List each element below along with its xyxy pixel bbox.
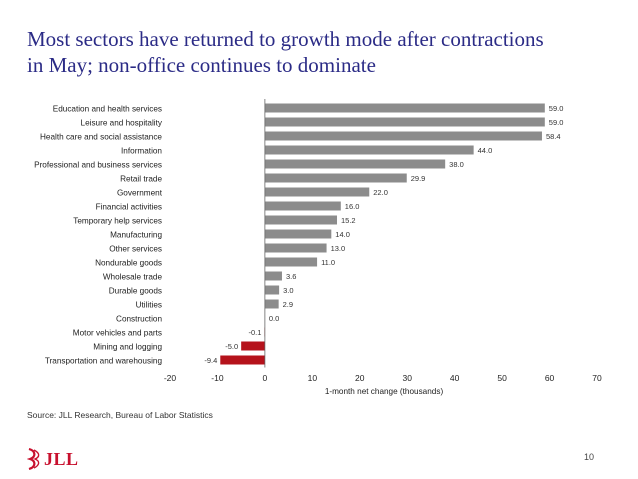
category-label: Durable goods — [109, 287, 162, 296]
bar-chart: Education and health services 59.0 Leisure… — [34, 99, 602, 396]
x-tick-label: 30 — [402, 373, 412, 383]
bar — [264, 131, 542, 141]
x-axis-title: 1-month net change (thousands) — [325, 387, 444, 396]
slide-title-line-1: Most sectors have returned to growth mod… — [27, 27, 544, 51]
value-label: 3.6 — [286, 272, 296, 281]
bar — [264, 229, 332, 239]
bar — [264, 145, 474, 155]
value-label: -5.0 — [225, 342, 238, 351]
value-label: 59.0 — [549, 118, 564, 127]
value-label: 11.0 — [321, 258, 335, 267]
bar — [264, 215, 338, 225]
category-label: Leisure and hospitality — [81, 119, 163, 128]
category-label: Mining and logging — [93, 343, 162, 352]
category-label: Transportation and warehousing — [45, 357, 163, 366]
category-label: Retail trade — [120, 175, 162, 184]
jll-logo-icon — [27, 448, 40, 470]
value-label: 14.0 — [335, 230, 350, 239]
bar — [264, 271, 282, 281]
bar — [264, 257, 318, 267]
x-tick-label: 50 — [497, 373, 507, 383]
bar — [264, 285, 280, 295]
value-label: -0.1 — [248, 328, 261, 337]
value-label: 29.9 — [411, 174, 426, 183]
value-label: 38.0 — [449, 160, 464, 169]
x-tick-label: 0 — [263, 373, 268, 383]
category-label: Nondurable goods — [95, 259, 162, 268]
bar — [264, 299, 279, 309]
bar — [220, 355, 265, 365]
bar — [264, 243, 327, 253]
slide-title: Most sectors have returned to growth mod… — [27, 26, 607, 78]
category-label: Construction — [116, 315, 162, 324]
value-label: 0.0 — [269, 314, 279, 323]
value-label: 3.0 — [283, 286, 293, 295]
value-label: 16.0 — [345, 202, 360, 211]
x-tick-label: 10 — [308, 373, 318, 383]
category-label: Government — [117, 189, 163, 198]
category-label: Wholesale trade — [103, 273, 163, 282]
bar — [264, 187, 370, 197]
bar — [264, 103, 545, 113]
x-tick-label: 60 — [545, 373, 555, 383]
value-label: 15.2 — [341, 216, 356, 225]
source-note: Source: JLL Research, Bureau of Labor St… — [27, 410, 213, 420]
category-label: Information — [121, 147, 162, 156]
value-label: -9.4 — [204, 356, 217, 365]
x-tick-label: 70 — [592, 373, 602, 383]
category-label: Education and health services — [53, 105, 162, 114]
category-label: Motor vehicles and parts — [73, 329, 162, 338]
value-label: 13.0 — [331, 244, 346, 253]
x-tick-label: -20 — [164, 373, 177, 383]
slide-title-line-2: in May; non-office continues to dominate — [27, 53, 376, 77]
bar — [264, 173, 407, 183]
bar — [264, 117, 545, 127]
category-label: Other services — [109, 245, 162, 254]
x-tick-label: -10 — [211, 373, 224, 383]
category-label: Financial activities — [96, 203, 162, 212]
bar — [264, 159, 446, 169]
value-label: 22.0 — [373, 188, 388, 197]
jll-logo: JLL — [27, 448, 79, 470]
x-tick-label: 20 — [355, 373, 365, 383]
category-label: Health care and social assistance — [40, 133, 162, 142]
value-label: 2.9 — [283, 300, 293, 309]
page-number: 10 — [583, 452, 594, 462]
category-label: Temporary help services — [73, 217, 162, 226]
x-tick-label: 40 — [450, 373, 460, 383]
category-label: Professional and business services — [34, 161, 162, 170]
value-label: 58.4 — [546, 132, 561, 141]
bar — [241, 341, 265, 351]
category-label: Manufacturing — [110, 231, 162, 240]
value-label: 59.0 — [549, 104, 564, 113]
category-label: Utilities — [136, 301, 162, 310]
value-label: 44.0 — [478, 146, 493, 155]
bar — [264, 201, 341, 211]
logo-text: JLL — [44, 448, 79, 469]
